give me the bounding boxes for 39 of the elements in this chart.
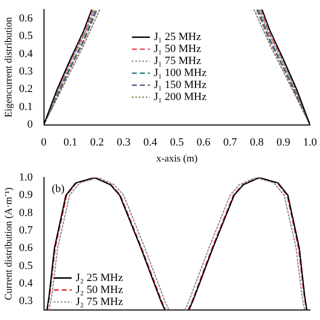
legend-label: J₂ 25 MHz (76, 272, 124, 284)
legend-label: J₁ 75 MHz (154, 55, 202, 68)
y-tick-label: 0.5 (19, 30, 34, 42)
y-tick-label: 0.7 (19, 224, 34, 236)
y-tick-label: 0.4 (19, 48, 34, 60)
annotation: (b) (52, 182, 65, 195)
y-tick-label: 0.8 (19, 206, 34, 219)
x-tick-label: 0.5 (170, 136, 184, 148)
x-tick-label: 0.4 (143, 136, 158, 148)
x-axis-title: x-axis (m) (156, 154, 198, 165)
y-tick-label: 0.5 (19, 260, 34, 272)
y-tick-label: 1.0 (19, 171, 34, 184)
y-axis-title: Eigencurrent distribution (4, 17, 15, 118)
legend-label: J₂ 75 MHz (76, 296, 124, 308)
x-tick-label: 0.7 (223, 136, 238, 148)
legend-label: J₁ 50 MHz (154, 43, 202, 56)
y-tick-label: 0.3 (19, 66, 34, 78)
x-tick-label: 0.9 (276, 136, 291, 148)
y-tick-label: 0.6 (19, 242, 34, 254)
x-tick-label: 0.1 (64, 136, 78, 148)
y-tick-label: 0.3 (19, 295, 34, 308)
x-tick-label: 0.8 (250, 136, 264, 148)
x-tick-label: 0 (41, 136, 47, 148)
legend-label: J₁ 25 MHz (154, 31, 202, 44)
y-tick-label: 0 (27, 118, 34, 131)
legend-label: J₁ 100 MHz (154, 67, 207, 80)
y-tick-label: 0.4 (19, 277, 34, 290)
legend-label: J₁ 200 MHz (154, 91, 207, 104)
y-tick-label: 0.9 (19, 189, 34, 202)
legend-label: J₂ 50 MHz (76, 284, 124, 296)
x-tick-label: 0.6 (196, 136, 211, 148)
y-tick-label: 0.6 (19, 12, 34, 24)
x-tick-label: 1.0 (303, 136, 318, 148)
x-tick-label: 0.2 (90, 136, 104, 148)
y-tick-label: 0.2 (19, 83, 33, 96)
legend-label: J₁ 150 MHz (154, 79, 207, 92)
y-axis-title: Current distribution (A·m⁻¹) (4, 187, 15, 300)
x-tick-label: 0.3 (116, 136, 131, 148)
y-tick-label: 0.1 (19, 100, 33, 113)
